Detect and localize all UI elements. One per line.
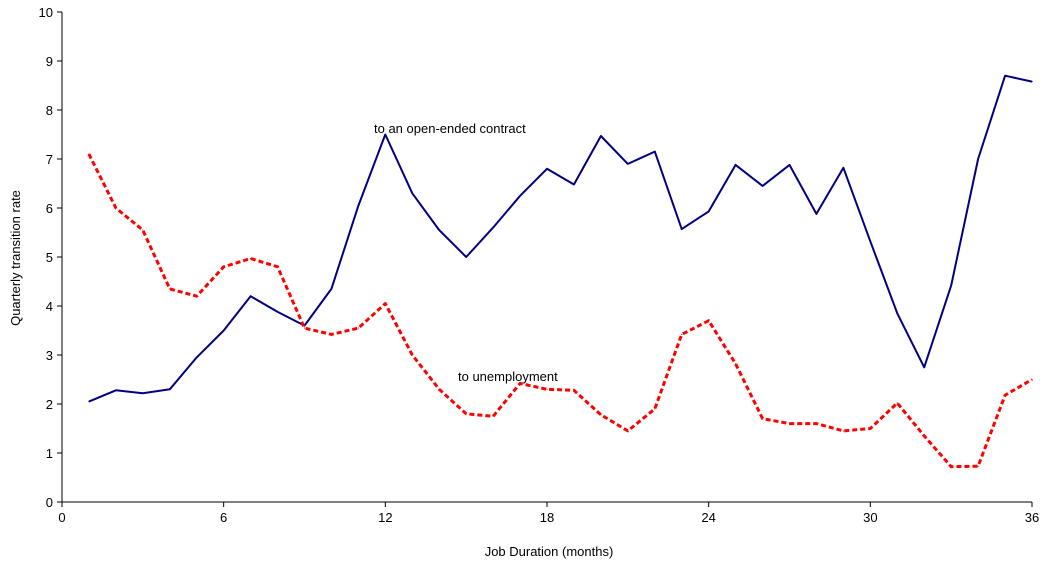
data-point xyxy=(761,185,764,187)
data-point xyxy=(627,430,629,432)
data-point xyxy=(1031,378,1033,381)
data-point xyxy=(250,257,252,260)
data-point xyxy=(1004,75,1006,77)
series-line-open-ended-contract xyxy=(88,74,1033,403)
data-point xyxy=(896,312,898,314)
data-point xyxy=(977,158,979,160)
x-tick-label: 18 xyxy=(540,510,554,525)
data-point xyxy=(735,363,737,365)
data-point xyxy=(438,229,440,231)
data-point xyxy=(1031,80,1033,83)
data-point xyxy=(492,227,494,229)
y-tick-label: 2 xyxy=(46,397,53,412)
data-point xyxy=(196,295,198,297)
data-point xyxy=(573,389,575,391)
data-point xyxy=(303,327,306,329)
data-point xyxy=(357,204,359,207)
data-point xyxy=(330,333,333,336)
annotation-unemployment: to unemployment xyxy=(458,369,558,384)
data-point xyxy=(169,288,171,290)
data-point xyxy=(250,295,252,297)
y-tick-label: 9 xyxy=(46,54,53,69)
data-point xyxy=(950,284,952,287)
y-tick-label: 0 xyxy=(46,495,53,510)
x-tick-label: 36 xyxy=(1025,510,1039,525)
chart-labels: Job Duration (months) Quarterly transiti… xyxy=(8,121,613,559)
data-point xyxy=(142,229,144,231)
data-point xyxy=(88,153,90,155)
data-point xyxy=(1004,394,1006,396)
data-point xyxy=(357,327,359,329)
x-tick-label: 30 xyxy=(863,510,877,525)
y-tick-label: 8 xyxy=(46,103,53,118)
data-point xyxy=(519,382,521,385)
data-point xyxy=(869,427,871,430)
data-point xyxy=(115,389,117,391)
data-point xyxy=(223,266,225,268)
data-point xyxy=(142,392,144,394)
data-point xyxy=(896,402,898,404)
data-point xyxy=(788,423,791,425)
data-point xyxy=(708,320,710,322)
data-point xyxy=(465,256,467,258)
data-point xyxy=(519,195,521,197)
x-tick-label: 6 xyxy=(220,510,227,525)
data-point xyxy=(681,228,683,230)
x-tick-label: 0 xyxy=(58,510,65,525)
data-point xyxy=(411,354,413,356)
data-point xyxy=(681,333,683,336)
data-point xyxy=(708,210,710,213)
y-tick-label: 1 xyxy=(46,446,53,461)
x-tick-label: 12 xyxy=(378,510,392,525)
y-axis-label: Quarterly transition rate xyxy=(8,190,23,326)
y-tick-label: 4 xyxy=(46,299,53,314)
data-point xyxy=(384,302,386,305)
data-point xyxy=(788,164,791,166)
data-point xyxy=(169,388,171,390)
data-point xyxy=(88,400,90,403)
y-tick-label: 6 xyxy=(46,201,53,216)
data-point xyxy=(869,240,871,242)
data-point xyxy=(196,356,198,359)
data-point xyxy=(654,151,656,153)
series-lines xyxy=(87,74,1033,469)
data-point xyxy=(276,266,279,268)
data-point xyxy=(923,366,925,368)
x-axis-label: Job Duration (months) xyxy=(485,544,614,559)
data-point xyxy=(276,311,279,313)
data-point xyxy=(654,408,656,410)
y-tick-label: 10 xyxy=(39,5,53,20)
series-line-unemployment xyxy=(87,153,1033,469)
data-point xyxy=(546,388,548,390)
data-point xyxy=(950,466,952,468)
data-point xyxy=(627,163,629,165)
data-point xyxy=(600,414,602,416)
data-point xyxy=(492,415,494,417)
data-point xyxy=(115,207,117,209)
data-point xyxy=(600,135,602,137)
y-tick-label: 5 xyxy=(46,250,53,265)
data-point xyxy=(330,288,333,290)
data-point xyxy=(223,329,225,332)
data-point xyxy=(735,164,737,166)
data-point xyxy=(384,133,386,136)
y-tick-label: 3 xyxy=(46,348,53,363)
data-point xyxy=(546,168,548,170)
data-point xyxy=(438,388,440,390)
data-point xyxy=(761,418,764,420)
data-point xyxy=(411,192,413,194)
data-point xyxy=(842,430,844,432)
y-tick-label: 7 xyxy=(46,152,53,167)
data-point xyxy=(815,213,818,215)
x-tick-label: 24 xyxy=(701,510,715,525)
data-point xyxy=(815,423,818,425)
data-point xyxy=(923,435,925,437)
data-point xyxy=(573,183,575,186)
data-point xyxy=(842,167,844,169)
data-point xyxy=(977,465,979,467)
data-point xyxy=(465,413,467,415)
annotation-open-ended-contract: to an open-ended contract xyxy=(374,121,526,136)
